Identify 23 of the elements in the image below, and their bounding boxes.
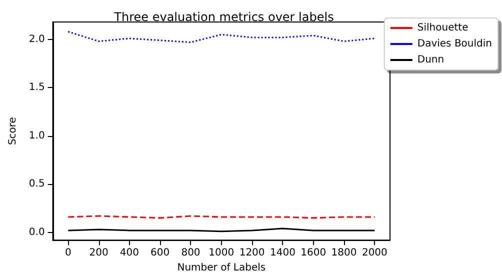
x-tick-label: 1600 (300, 248, 326, 259)
legend-label: Dunn (417, 54, 444, 66)
x-tick-label: 600 (150, 248, 170, 259)
x-tick-label: 1200 (239, 248, 265, 259)
legend-label: Davies Bouldin (417, 38, 492, 50)
y-tick-label: 1.5 (28, 82, 45, 94)
x-tick-label: 800 (181, 248, 200, 259)
legend-label: Silhouette (417, 22, 468, 34)
y-tick-label: 2.0 (28, 34, 45, 45)
line-series (67, 30, 376, 44)
x-tick-label: 1000 (208, 248, 234, 259)
x-tick-label: 200 (89, 248, 108, 259)
x-tick-label: 2000 (362, 248, 388, 259)
y-tick-label: 0.5 (28, 178, 45, 190)
x-tick-label: 1800 (331, 248, 357, 259)
y-tick-label: 0.0 (28, 226, 45, 238)
chart-title: Three evaluation metrics over labels (113, 10, 334, 24)
x-tick-label: 1400 (270, 248, 296, 259)
y-axis-title: Score (8, 117, 18, 146)
y-tick-label: 1.0 (28, 130, 45, 142)
x-tick-label: 0 (64, 248, 72, 259)
x-tick-label: 400 (120, 248, 139, 259)
x-axis-title: Number of Labels (177, 262, 266, 274)
